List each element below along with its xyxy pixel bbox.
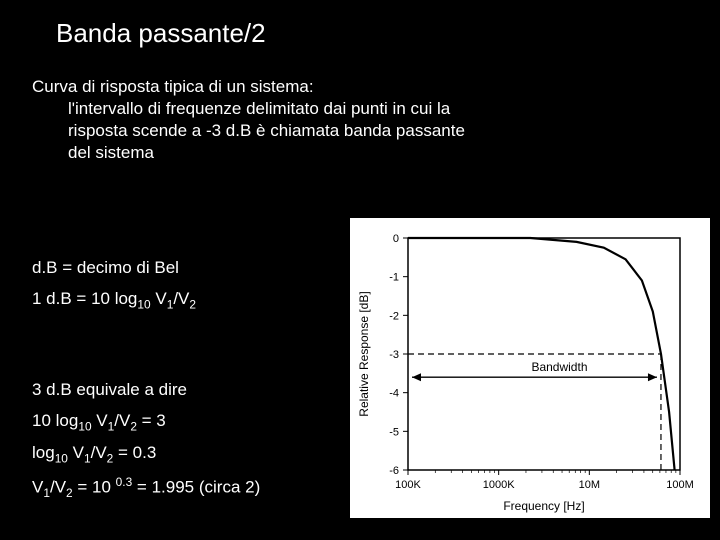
- calculation-block: 3 d.B equivale a dire 10 log10 V1/V2 = 3…: [32, 378, 260, 502]
- calc-line-1: 3 d.B equivale a dire: [32, 378, 260, 403]
- intro-line-1: Curva di risposta tipica di un sistema:: [32, 76, 465, 98]
- intro-line-3: risposta scende a -3 d.B è chiamata band…: [68, 120, 465, 142]
- svg-text:0: 0: [393, 233, 399, 245]
- svg-text:Bandwidth: Bandwidth: [531, 360, 587, 374]
- intro-paragraph: Curva di risposta tipica di un sistema: …: [32, 76, 465, 164]
- svg-text:-2: -2: [389, 310, 399, 322]
- svg-text:-4: -4: [389, 388, 399, 400]
- svg-text:Frequency [Hz]: Frequency [Hz]: [503, 499, 584, 513]
- frequency-response-chart: 0 -1 -2 -3 -4 -5 -6 100K 1000K 10M 100M Relative Re…: [350, 218, 710, 518]
- db-formula: 1 d.B = 10 log10 V1/V2: [32, 287, 196, 314]
- svg-text:1000K: 1000K: [483, 479, 515, 491]
- svg-text:-5: -5: [389, 426, 399, 438]
- svg-text:-6: -6: [389, 465, 399, 477]
- intro-line-2: l'intervallo di frequenze delimitato dai…: [68, 98, 465, 120]
- calc-line-2: 10 log10 V1/V2 = 3: [32, 409, 260, 436]
- svg-text:Relative Response [dB]: Relative Response [dB]: [357, 291, 371, 416]
- definition-block: d.B = decimo di Bel 1 d.B = 10 log10 V1/…: [32, 256, 196, 313]
- svg-text:10M: 10M: [579, 479, 600, 491]
- svg-text:100K: 100K: [395, 479, 421, 491]
- page-title: Banda passante/2: [56, 18, 266, 49]
- calc-line-3: log10 V1/V2 = 0.3: [32, 441, 260, 468]
- svg-text:-3: -3: [389, 349, 399, 361]
- calc-line-4: V1/V2 = 10 0.3 = 1.995 (circa 2): [32, 474, 260, 502]
- db-definition: d.B = decimo di Bel: [32, 256, 196, 281]
- intro-line-4: del sistema: [68, 142, 465, 164]
- svg-text:100M: 100M: [666, 479, 694, 491]
- svg-text:-1: -1: [389, 272, 399, 284]
